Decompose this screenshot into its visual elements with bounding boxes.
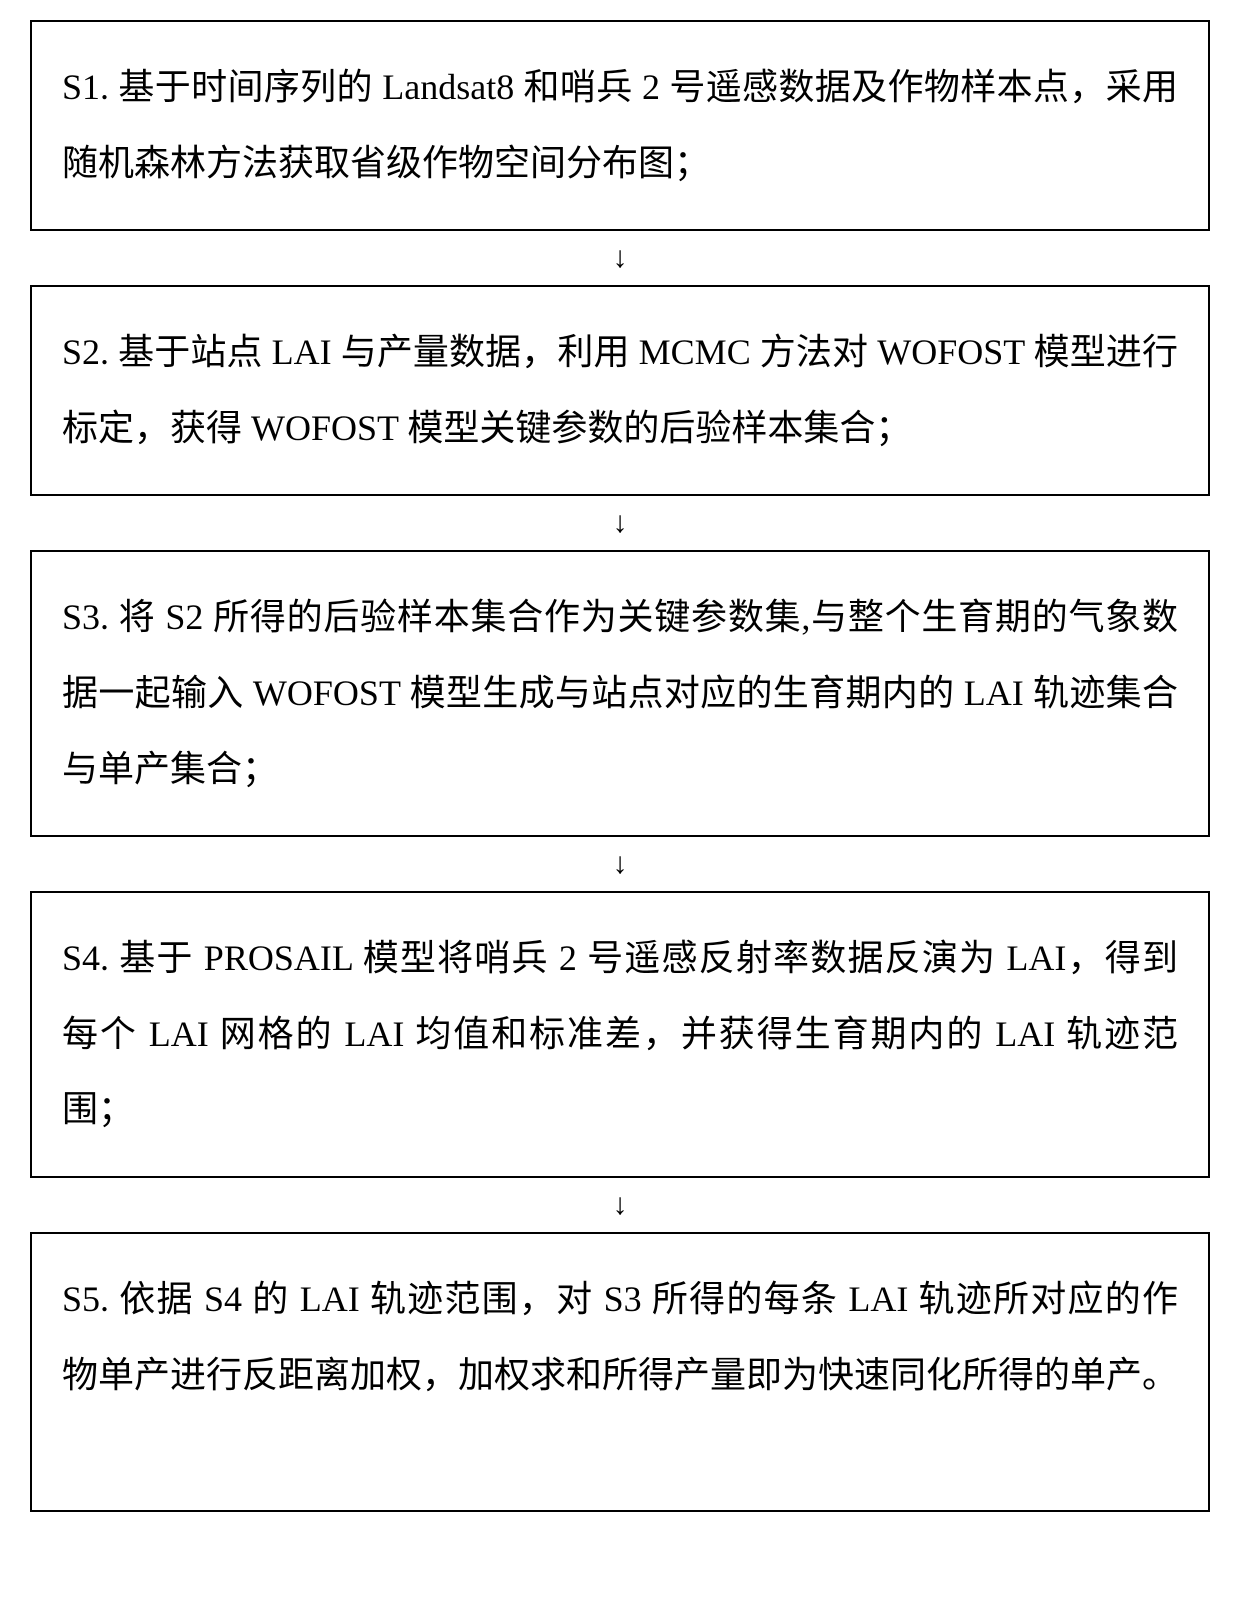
step-box-s4: S4. 基于 PROSAIL 模型将哨兵 2 号遥感反射率数据反演为 LAI，得…: [30, 891, 1210, 1178]
step-text-s1: S1. 基于时间序列的 Landsat8 和哨兵 2 号遥感数据及作物样本点，采…: [62, 50, 1178, 201]
step-box-s3: S3. 将 S2 所得的后验样本集合作为关键参数集,与整个生育期的气象数据一起输…: [30, 550, 1210, 837]
arrow-icon: ↓: [613, 849, 628, 879]
step-box-s2: S2. 基于站点 LAI 与产量数据，利用 MCMC 方法对 WOFOST 模型…: [30, 285, 1210, 496]
step-box-s5: S5. 依据 S4 的 LAI 轨迹范围，对 S3 所得的每条 LAI 轨迹所对…: [30, 1232, 1210, 1512]
arrow-icon: ↓: [613, 508, 628, 538]
step-box-s1: S1. 基于时间序列的 Landsat8 和哨兵 2 号遥感数据及作物样本点，采…: [30, 20, 1210, 231]
arrow-icon: ↓: [613, 1190, 628, 1220]
arrow-icon: ↓: [613, 243, 628, 273]
step-text-s2: S2. 基于站点 LAI 与产量数据，利用 MCMC 方法对 WOFOST 模型…: [62, 315, 1178, 466]
step-text-s4: S4. 基于 PROSAIL 模型将哨兵 2 号遥感反射率数据反演为 LAI，得…: [62, 921, 1178, 1148]
step-text-s3: S3. 将 S2 所得的后验样本集合作为关键参数集,与整个生育期的气象数据一起输…: [62, 580, 1178, 807]
step-text-s5: S5. 依据 S4 的 LAI 轨迹范围，对 S3 所得的每条 LAI 轨迹所对…: [62, 1262, 1178, 1413]
flowchart-container: S1. 基于时间序列的 Landsat8 和哨兵 2 号遥感数据及作物样本点，采…: [30, 20, 1210, 1512]
